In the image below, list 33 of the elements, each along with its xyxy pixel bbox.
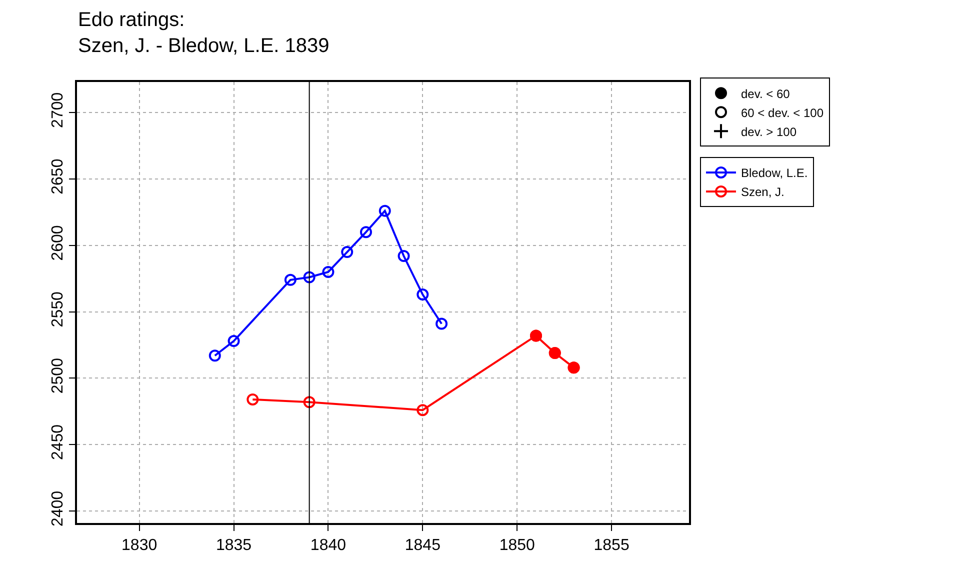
legend-label: Bledow, L.E. bbox=[741, 166, 808, 180]
y-tick-label: 2600 bbox=[50, 225, 67, 261]
point bbox=[436, 318, 448, 330]
chart-title: Edo ratings: Szen, J. - Bledow, L.E. 1839 bbox=[78, 8, 330, 57]
y-tick-label: 2550 bbox=[50, 292, 67, 328]
x-tick-label: 1845 bbox=[404, 537, 441, 554]
point bbox=[416, 288, 429, 301]
x-tick-label: 1840 bbox=[310, 537, 346, 554]
y-tick-label: 2700 bbox=[50, 92, 67, 128]
y-tick-label: 2450 bbox=[50, 424, 67, 460]
point bbox=[322, 266, 334, 278]
y-tick-label: 2500 bbox=[50, 358, 67, 394]
point bbox=[416, 404, 429, 416]
point bbox=[284, 274, 296, 286]
point bbox=[341, 246, 354, 258]
x-tick-label: 1855 bbox=[594, 537, 630, 554]
legend-label: dev. > 100 bbox=[741, 124, 797, 139]
point bbox=[208, 350, 221, 362]
point bbox=[378, 204, 391, 217]
x-tick-label: 1850 bbox=[499, 537, 536, 554]
y-tick-label: 2650 bbox=[50, 158, 67, 194]
point bbox=[246, 393, 259, 406]
x-tick-label: 1835 bbox=[216, 537, 252, 554]
point bbox=[303, 271, 316, 284]
point bbox=[360, 226, 372, 238]
point bbox=[303, 396, 316, 408]
point bbox=[398, 250, 410, 262]
point bbox=[228, 335, 240, 348]
y-tick-label: 2400 bbox=[50, 490, 67, 526]
legend-label: 60 < dev. < 100 bbox=[741, 106, 824, 120]
x-tick-label: 1830 bbox=[122, 537, 158, 554]
legend-label: Szen, J. bbox=[741, 185, 784, 200]
legend-label: dev. < 60 bbox=[741, 86, 790, 101]
